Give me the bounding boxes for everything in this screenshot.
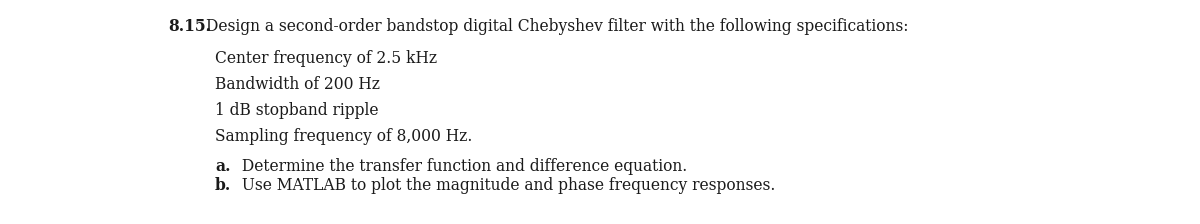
Text: 8.15.: 8.15.: [168, 18, 211, 35]
Text: b.: b.: [215, 177, 232, 194]
Text: 1 dB stopband ripple: 1 dB stopband ripple: [215, 102, 378, 119]
Text: a.: a.: [215, 158, 230, 175]
Text: Determine the transfer function and difference equation.: Determine the transfer function and diff…: [238, 158, 688, 175]
Text: Center frequency of 2.5 kHz: Center frequency of 2.5 kHz: [215, 50, 437, 67]
Text: Use MATLAB to plot the magnitude and phase frequency responses.: Use MATLAB to plot the magnitude and pha…: [238, 177, 775, 194]
Text: b. Use MATLAB to plot the magnitude and phase frequency responses.: b. Use MATLAB to plot the magnitude and …: [215, 177, 768, 194]
Text: a. Determine the transfer function and difference equation.: a. Determine the transfer function and d…: [215, 158, 679, 175]
Text: Design a second-order bandstop digital Chebyshev filter with the following speci: Design a second-order bandstop digital C…: [206, 18, 908, 35]
Text: Bandwidth of 200 Hz: Bandwidth of 200 Hz: [215, 76, 380, 93]
Text: Sampling frequency of 8,000 Hz.: Sampling frequency of 8,000 Hz.: [215, 128, 473, 145]
